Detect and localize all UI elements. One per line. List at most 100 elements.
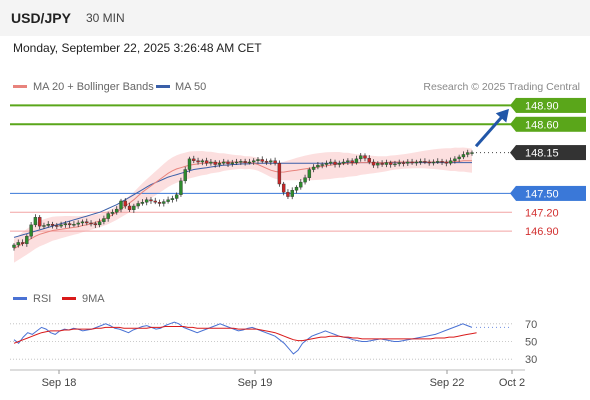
candle [410, 158, 414, 165]
candle-body [170, 198, 175, 200]
candle-body [264, 161, 269, 163]
candle [376, 161, 380, 169]
candle [119, 198, 123, 213]
candle-body [209, 161, 213, 164]
rsi-9ma-line [13, 326, 477, 344]
candle-body [333, 161, 337, 165]
candle [33, 214, 38, 228]
candle [42, 222, 46, 229]
candle [247, 158, 252, 165]
candle [414, 159, 419, 166]
candle [196, 157, 200, 165]
candle-body [140, 202, 145, 204]
ma50-line [13, 162, 472, 238]
candle [397, 159, 401, 167]
candle [380, 160, 384, 167]
level-label-148.60: 148.60 [525, 119, 559, 131]
candle-body [277, 163, 282, 185]
candle-body [97, 221, 102, 226]
candle [303, 174, 307, 185]
candle-body [401, 162, 406, 164]
level-badge-148.60 [516, 116, 586, 132]
candle [157, 199, 162, 207]
candle-body [222, 161, 226, 164]
candle-body [436, 161, 440, 163]
candle [457, 154, 461, 162]
candle [29, 222, 33, 239]
candle [286, 189, 290, 199]
candle [204, 157, 209, 166]
candle [179, 177, 183, 197]
candle-body [324, 163, 329, 165]
candle-body [350, 160, 354, 163]
candle-body [320, 164, 324, 166]
candle-body [204, 160, 209, 164]
candle [230, 159, 234, 167]
candle [166, 196, 170, 204]
candle-body [431, 161, 436, 164]
candle [243, 158, 247, 166]
candle-body [106, 213, 110, 219]
candle-body [127, 205, 132, 210]
candle [217, 160, 222, 168]
candle [37, 215, 42, 230]
candle-body [16, 242, 20, 246]
candle-body [273, 160, 277, 164]
candle [290, 187, 294, 200]
candle-body [80, 221, 85, 224]
candle [149, 197, 153, 204]
candle-body [89, 222, 93, 225]
candle-body [115, 208, 119, 213]
level-label-148.90: 148.90 [525, 100, 559, 112]
candle-body [29, 224, 33, 237]
ma9-legend-swatch [62, 297, 76, 300]
candle-body [307, 169, 312, 178]
candle [431, 159, 436, 166]
candle [294, 185, 299, 194]
forecast-arrow [474, 112, 507, 148]
candle-body [393, 163, 397, 166]
candle-body [200, 160, 205, 163]
candle-body [144, 199, 149, 203]
candle [72, 221, 76, 227]
candle [213, 159, 217, 168]
candle-body [384, 162, 389, 165]
candle [50, 221, 55, 229]
candle [97, 218, 102, 228]
candle-body [226, 161, 230, 165]
candle [466, 149, 470, 158]
candle-body [397, 162, 401, 165]
level-badge-147.50 [516, 185, 586, 201]
candle [384, 159, 389, 168]
candle-body [243, 161, 247, 163]
candle [273, 157, 277, 166]
candle [341, 158, 346, 166]
candle [174, 192, 179, 202]
level-badge-pointer [510, 97, 516, 113]
level-badge-148.90 [516, 97, 586, 113]
candle [162, 199, 166, 207]
candle [359, 153, 363, 162]
symbol-label[interactable]: USD/JPY [11, 10, 71, 26]
candle-body [346, 160, 350, 163]
candle [76, 220, 80, 228]
candle [239, 158, 243, 166]
x-tick-label: Oct 2 [499, 377, 525, 389]
candle [281, 181, 286, 196]
candle [144, 197, 149, 206]
candle-body [119, 200, 123, 210]
ma20-legend-swatch [13, 85, 27, 88]
level-lines [10, 104, 512, 232]
x-axis-ticks: Sep 18 Sep 19 Sep 22 Oct 2 [42, 370, 525, 389]
candle-body [234, 161, 239, 164]
candle-body [55, 225, 59, 227]
timeframe-label[interactable]: 30 MIN [86, 11, 125, 25]
candle-body [470, 152, 474, 154]
candle-body [166, 199, 170, 202]
ma9-legend-label: 9MA [82, 293, 105, 305]
rsi-grid: 70 50 30 [10, 319, 537, 366]
candle [423, 158, 427, 165]
candle [448, 157, 453, 166]
candle-body [410, 161, 414, 164]
candle-body [337, 163, 342, 165]
